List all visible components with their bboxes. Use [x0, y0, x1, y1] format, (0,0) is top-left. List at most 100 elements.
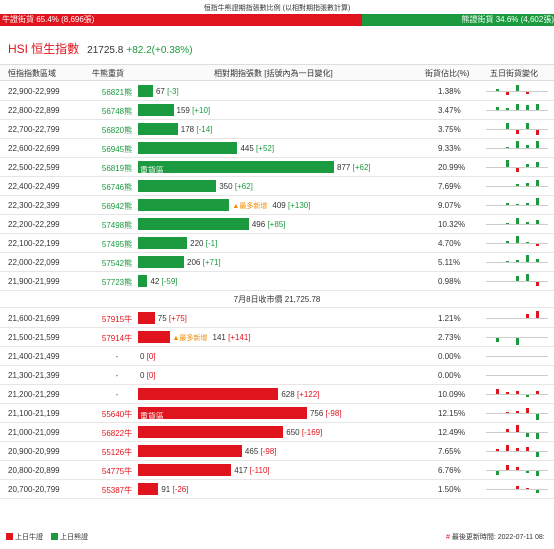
contracts-value: 756 [-98] — [310, 409, 342, 418]
range-cell: 20,700-20,799 — [8, 485, 60, 494]
contracts-bar — [138, 237, 188, 249]
range-cell: 22,800-22,899 — [8, 106, 60, 115]
heavy-code-link[interactable]: 55387牛 — [101, 486, 133, 495]
heavy-zone-label: 重貨區 — [140, 412, 164, 421]
legend-bear-swatch — [50, 533, 58, 540]
contracts-number: 650 — [286, 428, 300, 437]
table-row: 21,400-21,499 - 0 [0] 0.00% — [0, 347, 554, 366]
heavy-code-link[interactable]: 56945熊 — [101, 145, 133, 154]
sparkbar-baseline — [486, 129, 548, 130]
heavy-code-link[interactable]: 56748熊 — [101, 107, 133, 116]
sparkbar — [506, 429, 509, 432]
contracts-value: 91 [-26] — [161, 485, 188, 494]
contracts-change: [+62] — [234, 182, 253, 191]
contracts-number: 75 — [157, 314, 167, 323]
contracts-value: 159 [+10] — [177, 106, 211, 115]
heavy-code-link[interactable]: 55126牛 — [101, 448, 133, 457]
contracts-value: 417 [-110] — [234, 466, 269, 475]
table-row: 21,500-21,599 57914牛 ▲最多新增 141 [+141] 2.73% — [0, 328, 554, 347]
share-pct: 10.09% — [438, 390, 466, 399]
sparkbar-baseline — [486, 91, 548, 92]
sparkbar — [526, 314, 529, 318]
heavy-code-link[interactable]: 57723熊 — [101, 278, 133, 287]
legend-bear: 上日熊證 — [50, 533, 88, 541]
share-pct: 1.21% — [438, 314, 461, 323]
table-row: 21,000-21,099 56822牛 650 [-169] 12.49% — [0, 423, 554, 442]
contracts-change: [-110] — [249, 466, 270, 475]
range-cell: 22,100-22,199 — [8, 239, 60, 248]
share-pct: 1.38% — [438, 87, 461, 96]
sparkbar — [506, 241, 509, 243]
heavy-code-link[interactable]: 56820熊 — [101, 126, 133, 135]
contracts-bar — [138, 85, 153, 97]
table-row: 22,800-22,899 56748熊 159 [+10] 3.47% — [0, 101, 554, 120]
sparkbar — [536, 104, 539, 110]
heavy-code-link[interactable]: 56822牛 — [101, 429, 133, 438]
sparkbar — [516, 467, 519, 470]
heavy-code-link[interactable]: 57914牛 — [101, 334, 133, 343]
heavy-code-link[interactable]: 56821熊 — [101, 88, 133, 97]
sparkbar — [536, 220, 539, 224]
heavy-code-link[interactable]: 57915牛 — [101, 315, 133, 324]
heavy-code-link[interactable]: 56819熊 — [101, 164, 133, 173]
heavy-code-link[interactable]: 57495熊 — [101, 240, 133, 249]
contracts-number: 350 — [219, 182, 233, 191]
five-day-sparkbars — [486, 443, 548, 460]
range-cell: 20,900-20,999 — [8, 447, 60, 456]
table-row: 22,400-22,499 56746熊 350 [+62] 7.69% — [0, 177, 554, 196]
contracts-number: 0 — [140, 352, 145, 361]
update-hash: # — [446, 534, 450, 541]
contracts-change: [+75] — [168, 314, 187, 323]
contracts-bar — [138, 426, 284, 438]
contracts-bar — [138, 218, 249, 230]
heavy-code-link[interactable]: 57542熊 — [101, 259, 133, 268]
share-pct: 12.49% — [438, 428, 466, 437]
bull-ratio-segment: 牛證街貨 65.4% (8,696張) — [0, 14, 363, 26]
sparkbar — [506, 223, 509, 224]
contracts-bar — [138, 142, 238, 154]
contracts-number: 756 — [309, 409, 324, 418]
contracts-bar — [138, 123, 178, 135]
sparkbar — [526, 471, 529, 473]
five-day-sparkbars — [486, 329, 548, 346]
heavy-code-link[interactable]: 54775牛 — [101, 467, 133, 476]
contracts-change: [-169] — [301, 428, 323, 437]
sparkbar-baseline — [486, 281, 548, 282]
range-cell: 22,400-22,499 — [8, 182, 60, 191]
sparkbar — [536, 162, 539, 167]
contracts-number: 220 — [190, 239, 204, 248]
five-day-sparkbars — [486, 140, 548, 157]
most-added-tag: ▲最多新增 — [172, 335, 208, 342]
contracts-number: 141 — [212, 333, 226, 342]
bull-bear-ratio-bar: 牛證街貨 65.4% (8,696張) 熊證街貨 34.6% (4,602張) — [0, 14, 554, 26]
sparkbar — [536, 130, 539, 135]
sparkbar — [516, 141, 519, 148]
contracts-bar: 重貨區 — [138, 407, 307, 421]
legend-bull: 上日牛證 — [6, 533, 43, 541]
sparkbar — [526, 274, 529, 281]
sparkbar — [526, 183, 529, 186]
contracts-value: 220 [-1] — [190, 239, 217, 248]
contracts-bar — [138, 312, 155, 324]
share-pct: 0.00% — [438, 352, 461, 361]
range-cell: 21,100-21,199 — [8, 409, 60, 418]
share-pct: 7.69% — [438, 182, 461, 191]
sparkbar — [496, 471, 499, 475]
share-pct: 20.99% — [438, 163, 466, 172]
heavy-code-link[interactable]: 55640牛 — [101, 410, 133, 419]
heavy-code-link[interactable]: 56942熊 — [101, 202, 133, 211]
table-row: 21,200-21,299 - 628 [+122] 10.09% — [0, 385, 554, 404]
contracts-number: 628 — [281, 390, 295, 399]
chart-title: 恒指牛熊證期指張數比例 (以相對期指張數計算) — [203, 5, 351, 12]
sparkbar — [516, 276, 519, 281]
heavy-code-link[interactable]: 56746熊 — [101, 183, 133, 192]
contracts-bar — [138, 104, 174, 116]
sparkbar-baseline — [486, 375, 548, 376]
range-cell: 22,500-22,599 — [8, 163, 60, 172]
sparkbar — [536, 471, 539, 476]
last-update: # 最後更新時間: 2022-07-11 08: — [446, 532, 545, 542]
sparkbar-baseline — [486, 262, 548, 263]
share-pct: 4.70% — [438, 239, 461, 248]
heavy-code-link[interactable]: 57498熊 — [101, 221, 133, 230]
contracts-number: 417 — [234, 466, 248, 475]
